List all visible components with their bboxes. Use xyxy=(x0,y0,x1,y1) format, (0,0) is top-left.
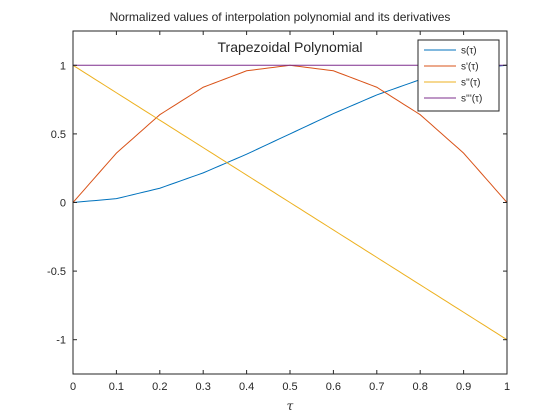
y-tick-label: 1 xyxy=(60,60,66,72)
x-tick-label: 0.5 xyxy=(282,381,297,393)
x-tick-label: 0.1 xyxy=(109,381,124,393)
x-tick-label: 0.8 xyxy=(413,381,428,393)
x-tick-label: 0.2 xyxy=(152,381,167,393)
y-axis: -1 -0.5 0 0.5 1 xyxy=(47,60,507,347)
legend-entry-label: s'''(τ) xyxy=(461,94,482,105)
x-axis-label: τ xyxy=(287,399,294,413)
x-tick-label: 1 xyxy=(504,381,510,393)
legend-entry-label: s'(τ) xyxy=(461,62,479,73)
y-tick-label: -0.5 xyxy=(47,266,66,278)
x-axis: 0 0.1 0.2 0.3 0.4 0.5 0.6 0.7 0.8 0.9 1 xyxy=(70,31,510,393)
y-tick-label: 0 xyxy=(60,198,66,210)
x-tick-label: 0.3 xyxy=(196,381,211,393)
x-tick-label: 0.4 xyxy=(239,381,254,393)
chart-annotation: Trapezoidal Polynomial xyxy=(218,39,363,55)
x-tick-label: 0.7 xyxy=(369,381,384,393)
legend-entry-label: s(τ) xyxy=(461,46,477,57)
legend-entry-label: s''(τ) xyxy=(461,78,480,89)
legend-box xyxy=(417,39,500,112)
chart-title: Normalized values of interpolation polyn… xyxy=(110,10,451,24)
legend: s(τ) s'(τ) s''(τ) s'''(τ) xyxy=(417,39,500,112)
series-line-3 xyxy=(72,64,508,341)
x-tick-label: 0 xyxy=(70,381,76,393)
y-tick-label: -1 xyxy=(56,335,66,347)
x-tick-label: 0.6 xyxy=(326,381,341,393)
y-tick-label: 0.5 xyxy=(51,129,66,141)
x-tick-label: 0.9 xyxy=(456,381,471,393)
